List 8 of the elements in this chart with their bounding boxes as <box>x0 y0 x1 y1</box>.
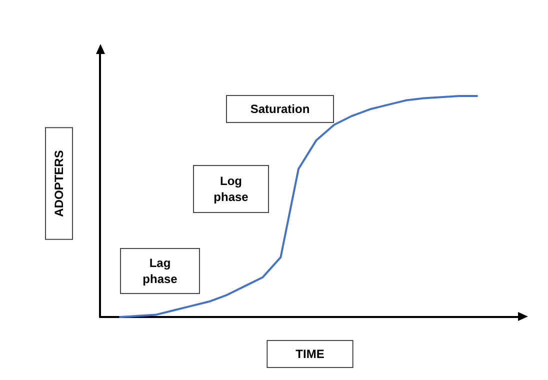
text-frame: Log phase <box>193 165 269 213</box>
text-frame: Saturation <box>226 95 334 123</box>
y-axis-title: ADOPTERS <box>52 150 66 217</box>
text-frame: Lag phase <box>120 248 200 294</box>
x-axis-title: TIME <box>296 347 324 361</box>
annotation: Lag phase <box>142 255 178 287</box>
annotation: Log phase <box>212 173 250 205</box>
annotation: Saturation <box>250 101 310 117</box>
